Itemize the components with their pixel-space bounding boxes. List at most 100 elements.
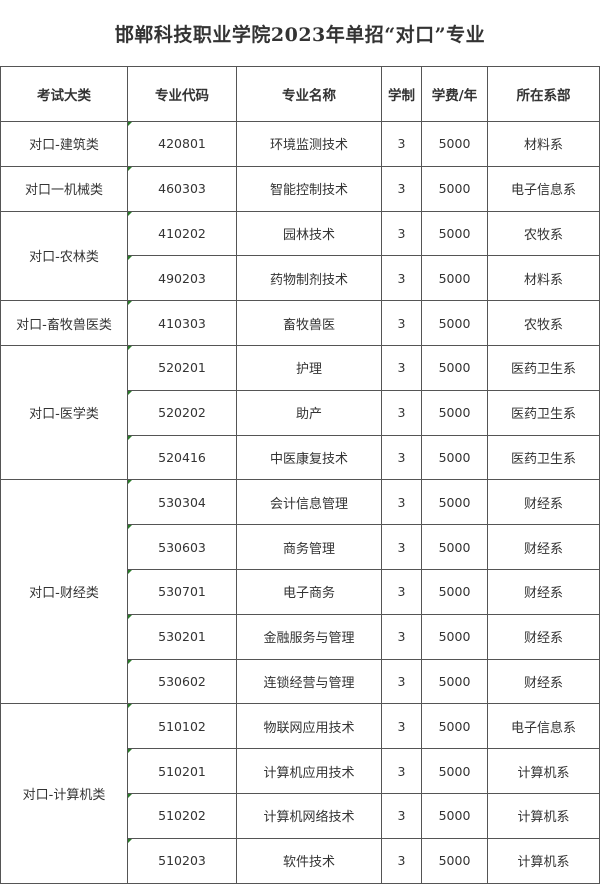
dept-cell: 电子信息系 — [487, 165, 600, 212]
years-cell: 3 — [381, 792, 422, 839]
majors-table: 考试大类 专业代码 专业名称 学制 学费/年 所在系部 对口-建筑类 420801… — [0, 66, 600, 884]
code-cell: 530201 — [127, 613, 237, 660]
code-cell: 530602 — [127, 658, 237, 705]
years-cell: 3 — [381, 121, 422, 167]
fee-cell: 5000 — [421, 479, 488, 526]
code-cell: 510102 — [127, 703, 237, 750]
name-cell: 连锁经营与管理 — [236, 658, 382, 705]
years-cell: 3 — [381, 300, 422, 346]
code-cell: 510202 — [127, 792, 237, 839]
name-cell: 软件技术 — [236, 837, 382, 884]
category-cell: 对口一机械类 — [0, 165, 128, 212]
category-cell: 对口-医学类 — [0, 344, 128, 481]
years-cell: 3 — [381, 389, 422, 436]
code-cell: 420801 — [127, 121, 237, 167]
dept-cell: 农牧系 — [487, 300, 600, 346]
header-category: 考试大类 — [0, 66, 128, 122]
fee-cell: 5000 — [421, 792, 488, 839]
code-cell: 410303 — [127, 300, 237, 346]
dept-cell: 医药卫生系 — [487, 389, 600, 436]
dept-cell: 医药卫生系 — [487, 344, 600, 391]
years-cell: 3 — [381, 434, 422, 481]
name-cell: 中医康复技术 — [236, 434, 382, 481]
category-cell: 对口-财经类 — [0, 479, 128, 705]
fee-cell: 5000 — [421, 210, 488, 257]
name-cell: 计算机网络技术 — [236, 792, 382, 839]
fee-cell: 5000 — [421, 300, 488, 346]
name-cell: 物联网应用技术 — [236, 703, 382, 750]
dept-cell: 材料系 — [487, 121, 600, 167]
fee-cell: 5000 — [421, 703, 488, 750]
fee-cell: 5000 — [421, 255, 488, 302]
code-cell: 510203 — [127, 837, 237, 884]
years-cell: 3 — [381, 255, 422, 302]
fee-cell: 5000 — [421, 389, 488, 436]
code-cell: 530304 — [127, 479, 237, 526]
table-row: 对口-财经类 530304 会计信息管理 3 5000 财经系 — [0, 479, 600, 705]
name-cell: 药物制剂技术 — [236, 255, 382, 302]
header-fee: 学费/年 — [421, 66, 488, 122]
table-row: 510202 计算机网络技术 3 5000 计算机系 — [1, 792, 600, 839]
name-cell: 畜牧兽医 — [236, 300, 382, 346]
dept-cell: 计算机系 — [487, 748, 600, 794]
table-row: 530602 连锁经营与管理 3 5000 财经系 — [1, 658, 600, 705]
code-cell: 520416 — [127, 434, 237, 481]
years-cell: 3 — [381, 703, 422, 750]
header-years: 学制 — [381, 66, 422, 122]
category-cell: 对口-农林类 — [0, 210, 128, 302]
code-cell: 410202 — [127, 210, 237, 257]
fee-cell: 5000 — [421, 344, 488, 391]
header-dept: 所在系部 — [487, 66, 600, 122]
fee-cell: 5000 — [421, 165, 488, 212]
table-row: 510201 计算机应用技术 3 5000 计算机系 — [1, 748, 600, 794]
category-cell: 对口-建筑类 — [0, 121, 128, 167]
table-row: 530603 商务管理 3 5000 财经系 — [1, 524, 600, 570]
years-cell: 3 — [381, 613, 422, 660]
table-row: 520202 助产 3 5000 医药卫生系 — [1, 389, 600, 436]
fee-cell: 5000 — [421, 524, 488, 570]
fee-cell: 5000 — [421, 658, 488, 705]
years-cell: 3 — [381, 568, 422, 615]
name-cell: 助产 — [236, 389, 382, 436]
dept-cell: 财经系 — [487, 479, 600, 526]
table-row: 490203 药物制剂技术 3 5000 材料系 — [1, 255, 600, 302]
years-cell: 3 — [381, 748, 422, 794]
dept-cell: 财经系 — [487, 613, 600, 660]
years-cell: 3 — [381, 479, 422, 526]
code-cell: 490203 — [127, 255, 237, 302]
name-cell: 商务管理 — [236, 524, 382, 570]
header-code: 专业代码 — [127, 66, 237, 122]
fee-cell: 5000 — [421, 121, 488, 167]
name-cell: 园林技术 — [236, 210, 382, 257]
table-row: 对口-农林类 410202 园林技术 3 5000 农牧系 — [0, 210, 600, 302]
dept-cell: 农牧系 — [487, 210, 600, 257]
table-row: 对口-建筑类 420801 环境监测技术 3 5000 材料系 — [0, 121, 600, 167]
table-row: 对口-计算机类 510102 物联网应用技术 3 5000 电子信息系 — [0, 703, 600, 884]
fee-cell: 5000 — [421, 568, 488, 615]
category-cell: 对口-计算机类 — [0, 703, 128, 884]
table-row: 510203 软件技术 3 5000 计算机系 — [1, 837, 600, 884]
dept-cell: 电子信息系 — [487, 703, 600, 750]
dept-cell: 计算机系 — [487, 792, 600, 839]
table-body: 对口-建筑类 420801 环境监测技术 3 5000 材料系 对口一机械类 460303 智能… — [0, 121, 600, 884]
code-cell: 520201 — [127, 344, 237, 391]
code-cell: 510201 — [127, 748, 237, 794]
code-cell: 520202 — [127, 389, 237, 436]
name-cell: 环境监测技术 — [236, 121, 382, 167]
dept-cell: 财经系 — [487, 658, 600, 705]
name-cell: 会计信息管理 — [236, 479, 382, 526]
dept-cell: 财经系 — [487, 524, 600, 570]
years-cell: 3 — [381, 837, 422, 884]
table-row: 对口-医学类 520201 护理 3 5000 医药卫生系 — [0, 344, 600, 481]
name-cell: 计算机应用技术 — [236, 748, 382, 794]
table-row: 520416 中医康复技术 3 5000 医药卫生系 — [1, 434, 600, 481]
category-cell: 对口-畜牧兽医类 — [0, 300, 128, 346]
fee-cell: 5000 — [421, 613, 488, 660]
page-title: 邯郸科技职业学院2023年单招“对口”专业 — [114, 24, 486, 46]
fee-cell: 5000 — [421, 748, 488, 794]
years-cell: 3 — [381, 210, 422, 257]
table-row: 530201 金融服务与管理 3 5000 财经系 — [1, 613, 600, 660]
table-row: 对口-畜牧兽医类 410303 畜牧兽医 3 5000 农牧系 — [0, 300, 600, 346]
dept-cell: 财经系 — [487, 568, 600, 615]
years-cell: 3 — [381, 344, 422, 391]
